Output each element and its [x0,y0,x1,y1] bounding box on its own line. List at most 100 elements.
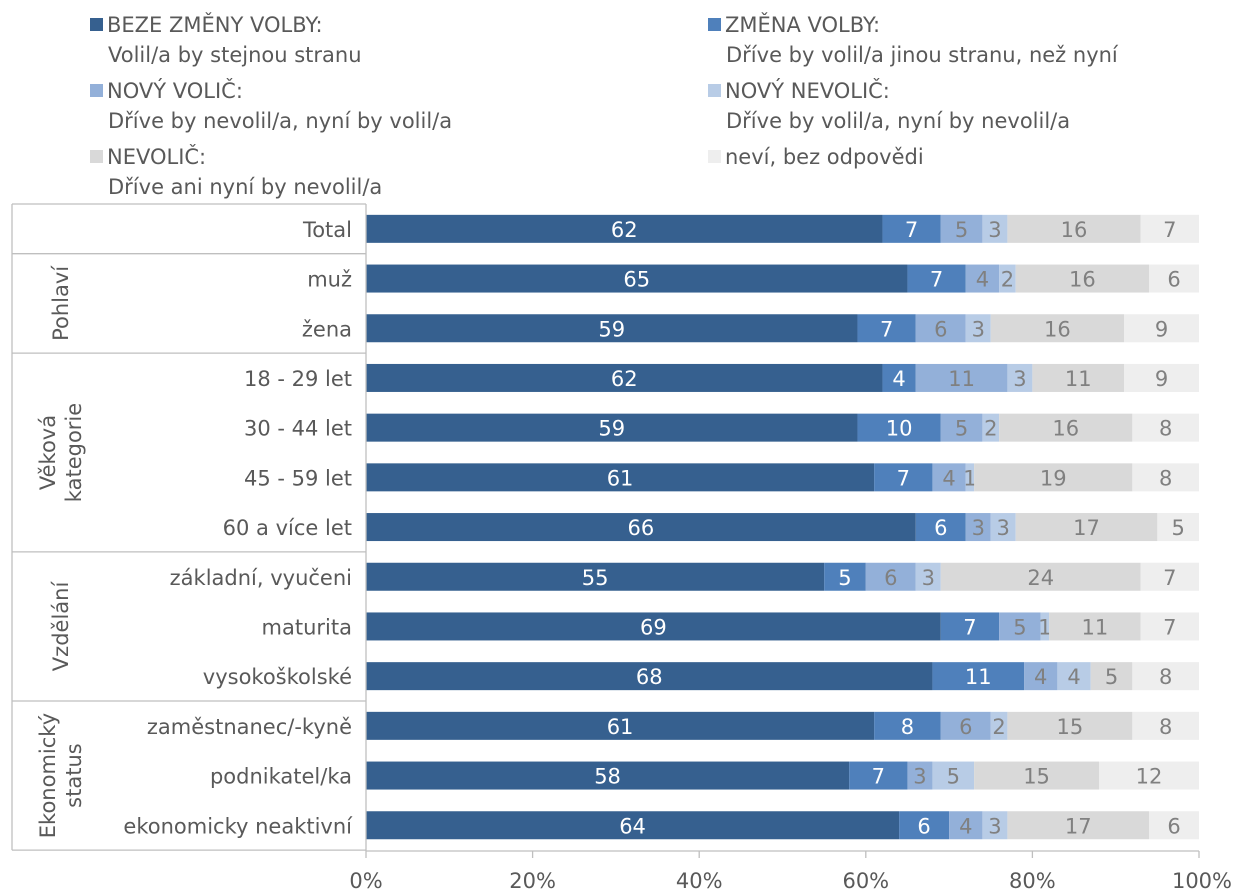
bar-segment [907,761,933,790]
bar-segment [874,463,933,492]
data-label: 4 [959,814,972,838]
category-label: 30 - 44 let [244,417,352,441]
data-label: 6 [934,516,947,540]
data-label: 5 [947,765,960,789]
data-label: 68 [636,665,663,689]
bar-segment [1132,413,1199,442]
bar-segment [1007,811,1150,840]
data-label: 8 [901,715,914,739]
data-label: 5 [1171,516,1184,540]
category-label: 60 a více let [223,516,352,540]
legend-title-text: neví, bez odpovědi [725,145,924,169]
data-label: 15 [1023,765,1050,789]
legend-item: ZMĚNA VOLBY: Dříve by volil/a jinou stran… [708,10,1118,70]
bar-segment [965,314,991,343]
data-label: 62 [611,218,638,242]
bar-segment [366,264,908,293]
data-label: 3 [988,218,1001,242]
legend-title: NOVÝ NEVOLIČ: [708,76,1070,106]
category-label: zaměstnanec/-kyně [147,715,352,739]
data-label: 4 [1034,665,1047,689]
bar-segment [874,711,941,740]
bar-segment [915,513,966,542]
bar-segment [899,811,950,840]
bar-segment [915,562,941,591]
data-label: 55 [582,566,609,590]
group-label: status [62,743,86,808]
bar-segment [915,363,1008,392]
bar-segment [366,463,875,492]
category-label: Total [302,218,352,242]
data-label: 3 [922,566,935,590]
data-label: 2 [992,715,1005,739]
legend-title-text: NOVÝ NEVOLIČ: [725,79,890,103]
data-label: 19 [1040,466,1067,490]
data-label: 3 [972,516,985,540]
data-label: 61 [607,715,634,739]
legend-title: NEVOLIČ: [90,142,382,172]
data-label: 7 [897,466,910,490]
data-label: 7 [1163,218,1176,242]
bar-segment [366,761,850,790]
category-label: základní, vyučeni [170,566,352,590]
legend-title-text: ZMĚNA VOLBY: [725,13,881,37]
data-label: 7 [880,317,893,341]
legend-title: NOVÝ VOLIČ: [90,76,452,106]
data-label: 2 [984,417,997,441]
data-label: 6 [934,317,947,341]
bar-segment [1049,612,1141,641]
bar-segment [965,264,1000,293]
data-label: 7 [1163,566,1176,590]
x-tick-label: 40% [676,869,723,892]
bar-segment [932,761,975,790]
data-label: 7 [905,218,918,242]
data-label: 1 [1038,615,1051,639]
bar-segment [1140,562,1199,591]
data-label: 17 [1065,814,1092,838]
bar-segment [999,413,1133,442]
bar-segment [366,363,883,392]
bar-segment [1149,811,1199,840]
bar-segment [1090,662,1133,691]
bar-segment [366,314,858,343]
data-label: 8 [1159,715,1172,739]
data-label: 6 [1167,268,1180,292]
data-label: 3 [972,317,985,341]
bar-segment [1040,612,1050,641]
bar-segment [932,463,966,492]
bar-segment [1132,463,1199,492]
data-label: 4 [976,268,989,292]
bar-segment [1124,363,1199,392]
legend-description: Dříve ani nyní by nevolil/a [108,175,383,199]
bar-segment [1015,513,1158,542]
data-label: 1 [963,466,976,490]
data-label: 62 [611,367,638,391]
group-label: Ekonomický [36,713,60,838]
bar-segment [1132,662,1199,691]
data-label: 15 [1057,715,1084,739]
bar-segment [366,214,883,243]
bar-segment [366,662,933,691]
bar-segment [366,811,900,840]
data-label: 12 [1136,765,1163,789]
bar-segment [1157,513,1199,542]
category-label: ekonomicky neaktivní [123,814,353,838]
bar-segment [990,314,1125,343]
legend-description: Dříve by nevolil/a, nyní by volil/a [108,109,453,133]
bar-segment [1057,662,1091,691]
bar-segment [882,363,916,392]
bar-segment [1032,363,1125,392]
data-label: 6 [1167,814,1180,838]
bar-segment [1007,214,1141,243]
group-label: Vzdělání [49,581,73,672]
data-label: 3 [997,516,1010,540]
legend-item: neví, bez odpovědi [708,142,924,172]
category-label: 18 - 29 let [244,367,352,391]
bar-segment [965,463,975,492]
data-label: 11 [1082,615,1109,639]
bar-segment [999,612,1041,641]
bar-segment [1149,264,1199,293]
legend-swatch [708,18,721,31]
bar-segment [865,562,916,591]
data-label: 11 [948,367,975,391]
